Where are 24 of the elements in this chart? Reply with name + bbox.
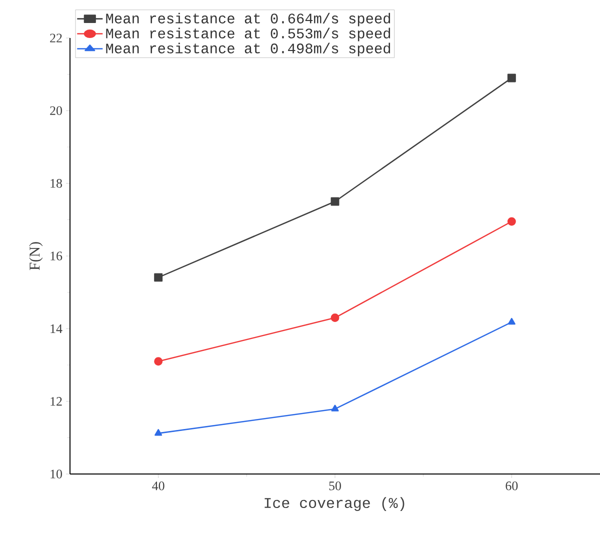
point [154, 429, 162, 436]
x-axis-title: Ice coverage (%) [264, 497, 404, 512]
legend-label: Mean resistance at 0.664m/s speed [106, 12, 390, 26]
y-tick-label: 18 [50, 178, 62, 188]
y-tick-label: 20 [50, 106, 62, 116]
y-tick-label: 16 [50, 252, 62, 260]
x-tick-label: 50 [329, 482, 341, 490]
legend-label: Mean resistance at 0.553m/s speed [106, 28, 390, 42]
point [331, 404, 339, 412]
point [507, 217, 516, 226]
x-tick-label: 40 [152, 482, 164, 490]
point [330, 197, 340, 206]
legend-label: Mean resistance at 0.498m/s speed [106, 42, 390, 56]
y-axis-title: F(N) [29, 242, 43, 270]
point [508, 318, 516, 325]
y-tick-label: 12 [50, 397, 62, 406]
point [507, 74, 516, 82]
y-tick-label: 14 [50, 324, 62, 333]
point [154, 357, 163, 366]
point [154, 273, 163, 282]
point [330, 314, 340, 322]
x-tick-label: 60 [506, 482, 518, 490]
y-tick-label: 10 [50, 470, 62, 478]
y-tick-label: 22 [50, 34, 62, 42]
